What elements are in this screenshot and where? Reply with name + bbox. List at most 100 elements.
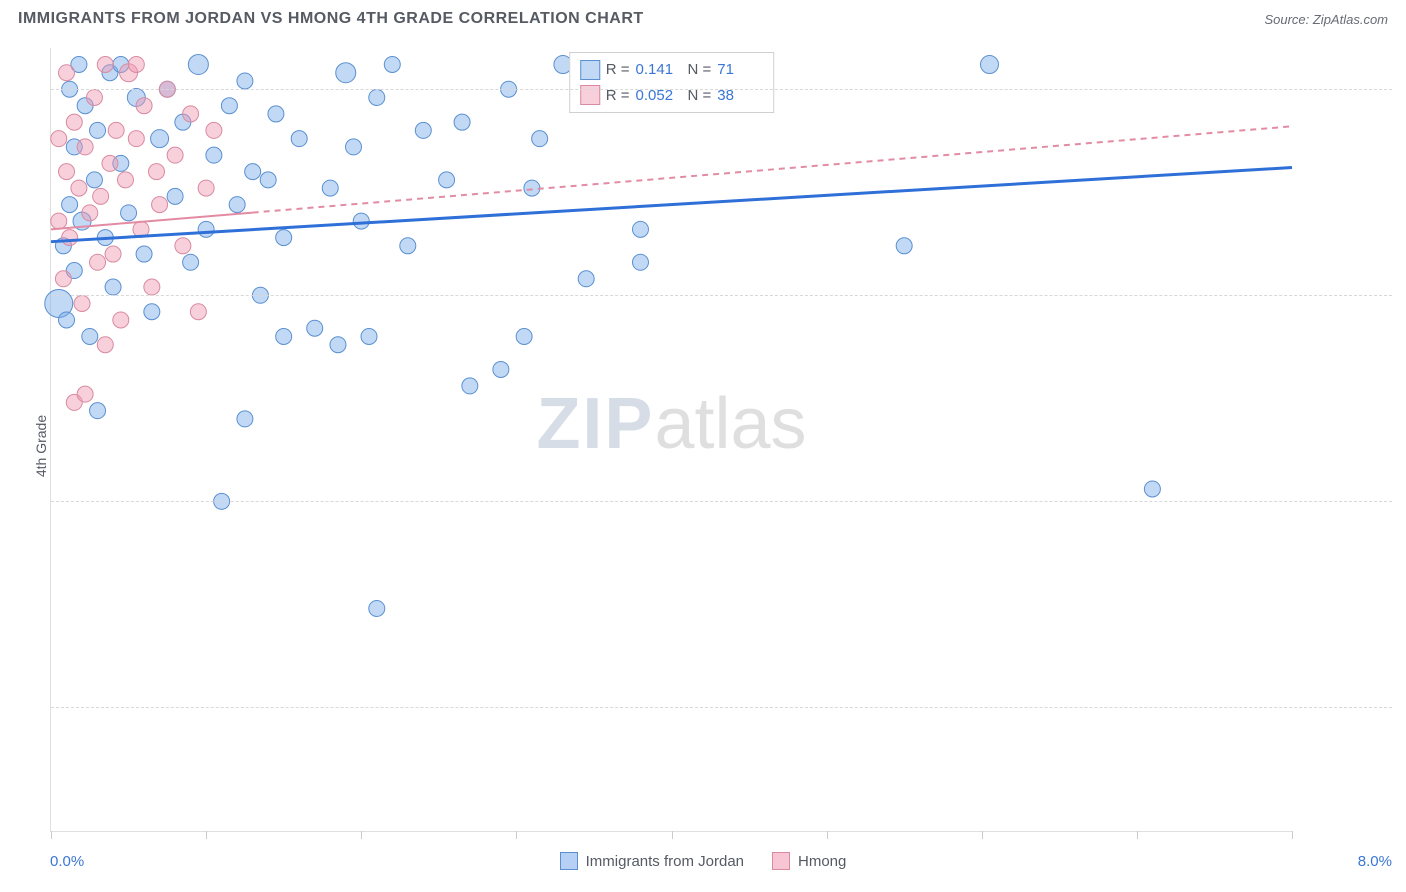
r-value: 0.141 xyxy=(636,57,682,83)
series-swatch xyxy=(580,60,600,80)
scatter-point xyxy=(136,98,152,114)
x-tick xyxy=(827,831,828,839)
scatter-point xyxy=(245,164,261,180)
scatter-point xyxy=(276,328,292,344)
scatter-point xyxy=(276,230,292,246)
stats-row: R =0.141N =71 xyxy=(580,57,764,83)
gridline xyxy=(51,707,1392,708)
scatter-point xyxy=(82,205,98,221)
scatter-point xyxy=(384,56,400,72)
legend-swatch xyxy=(560,852,578,870)
n-value: 38 xyxy=(717,83,763,109)
scatter-point xyxy=(90,122,106,138)
scatter-point xyxy=(77,139,93,155)
scatter-point xyxy=(188,54,208,74)
scatter-point xyxy=(121,205,137,221)
scatter-point xyxy=(51,131,67,147)
scatter-point xyxy=(532,131,548,147)
scatter-point xyxy=(237,73,253,89)
scatter-point xyxy=(90,254,106,270)
scatter-point xyxy=(62,230,78,246)
x-tick xyxy=(516,831,517,839)
scatter-point xyxy=(144,279,160,295)
y-tick-labels: 92.5%95.0%97.5%100.0% xyxy=(1396,48,1406,832)
scatter-point xyxy=(896,238,912,254)
scatter-point xyxy=(229,197,245,213)
scatter-point xyxy=(62,197,78,213)
scatter-point xyxy=(152,197,168,213)
scatter-point xyxy=(71,180,87,196)
scatter-point xyxy=(108,122,124,138)
scatter-point xyxy=(97,56,113,72)
scatter-point xyxy=(167,147,183,163)
legend-swatch xyxy=(772,852,790,870)
scatter-point xyxy=(105,246,121,262)
scatter-point xyxy=(260,172,276,188)
correlation-stats-box: R =0.141N =71R =0.052N =38 xyxy=(569,52,775,113)
scatter-point xyxy=(524,180,540,196)
scatter-point xyxy=(136,246,152,262)
chart-header: IMMIGRANTS FROM JORDAN VS HMONG 4TH GRAD… xyxy=(0,0,1406,32)
scatter-point xyxy=(102,155,118,171)
scatter-point xyxy=(128,131,144,147)
r-label: R = xyxy=(606,83,630,109)
scatter-svg xyxy=(51,48,1292,831)
x-tick xyxy=(361,831,362,839)
scatter-point xyxy=(51,213,67,229)
scatter-point xyxy=(97,337,113,353)
scatter-point xyxy=(206,147,222,163)
scatter-point xyxy=(400,238,416,254)
gridline xyxy=(51,295,1392,296)
scatter-point xyxy=(117,172,133,188)
scatter-point xyxy=(198,180,214,196)
scatter-point xyxy=(369,600,385,616)
n-label: N = xyxy=(688,83,712,109)
r-label: R = xyxy=(606,57,630,83)
chart-source: Source: ZipAtlas.com xyxy=(1264,12,1388,27)
scatter-point xyxy=(291,131,307,147)
legend-item: Immigrants from Jordan xyxy=(560,852,744,870)
x-tick xyxy=(1137,831,1138,839)
scatter-point xyxy=(151,130,169,148)
n-label: N = xyxy=(688,57,712,83)
x-tick xyxy=(982,831,983,839)
legend-label: Hmong xyxy=(798,853,846,870)
scatter-point xyxy=(105,279,121,295)
scatter-point xyxy=(144,304,160,320)
scatter-point xyxy=(632,254,648,270)
x-tick xyxy=(1292,831,1293,839)
scatter-point xyxy=(206,122,222,138)
scatter-point xyxy=(454,114,470,130)
scatter-point xyxy=(128,56,144,72)
scatter-point xyxy=(462,378,478,394)
x-tick xyxy=(51,831,52,839)
scatter-point xyxy=(369,89,385,105)
scatter-point xyxy=(198,221,214,237)
scatter-point xyxy=(55,271,71,287)
scatter-point xyxy=(415,122,431,138)
scatter-point xyxy=(268,106,284,122)
scatter-point xyxy=(93,188,109,204)
r-value: 0.052 xyxy=(636,83,682,109)
chart-area: ZIPatlas R =0.141N =71R =0.052N =38 92.5… xyxy=(50,48,1392,832)
scatter-point xyxy=(59,312,75,328)
scatter-point xyxy=(1144,481,1160,497)
gridline xyxy=(51,501,1392,502)
legend-label: Immigrants from Jordan xyxy=(586,853,744,870)
scatter-point xyxy=(66,114,82,130)
scatter-point xyxy=(307,320,323,336)
y-axis-label: 4th Grade xyxy=(33,415,49,477)
scatter-point xyxy=(981,55,999,73)
scatter-point xyxy=(148,164,164,180)
scatter-point xyxy=(90,403,106,419)
scatter-point xyxy=(74,296,90,312)
x-tick xyxy=(206,831,207,839)
stats-row: R =0.052N =38 xyxy=(580,83,764,109)
scatter-point xyxy=(237,411,253,427)
scatter-point xyxy=(59,65,75,81)
scatter-point xyxy=(86,172,102,188)
scatter-point xyxy=(336,63,356,83)
scatter-point xyxy=(493,361,509,377)
scatter-point xyxy=(190,304,206,320)
scatter-point xyxy=(82,328,98,344)
